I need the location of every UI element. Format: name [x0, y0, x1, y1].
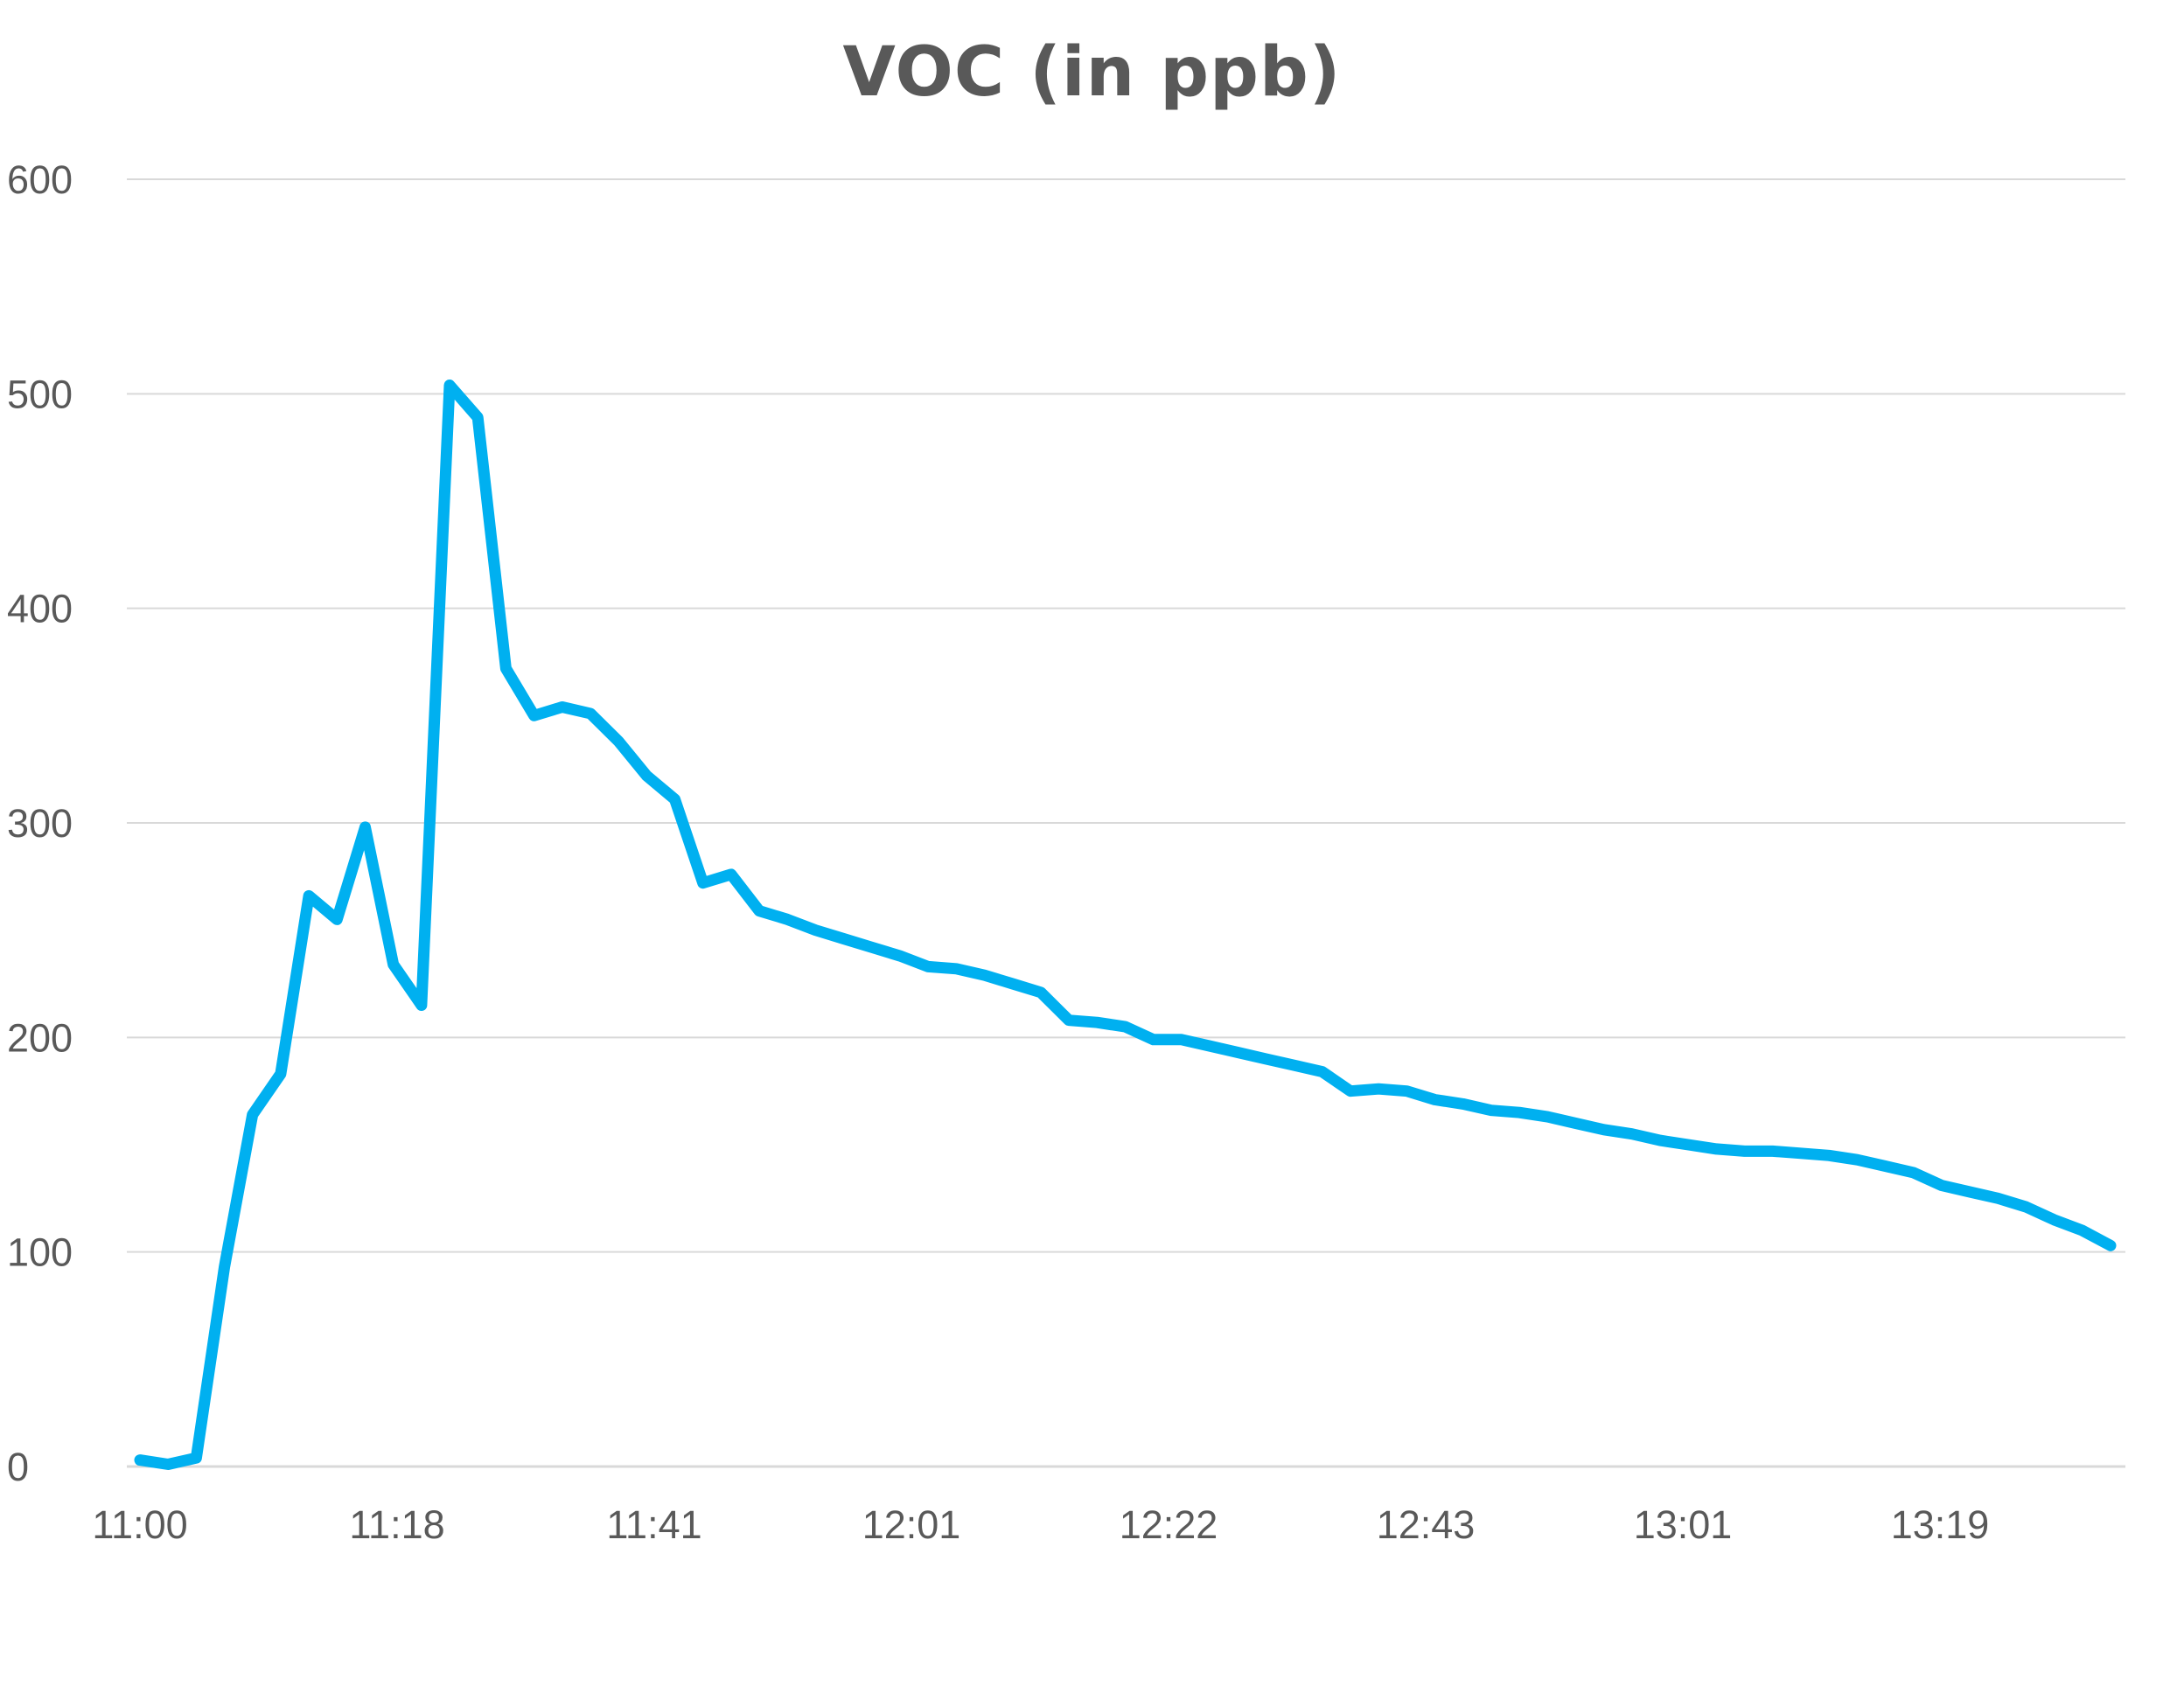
y-tick-label: 0 [7, 1445, 29, 1489]
data-point [2054, 1219, 2055, 1221]
x-tick-label: 12:43 [1377, 1502, 1476, 1547]
x-tick-label: 13:19 [1891, 1502, 1990, 1547]
data-point [618, 741, 619, 742]
data-point [2082, 1230, 2083, 1231]
data-point [758, 910, 760, 912]
series-layer [134, 380, 2117, 1470]
data-point [899, 955, 901, 957]
data-point [702, 882, 704, 884]
data-point [786, 918, 788, 920]
data-point [1772, 1150, 1774, 1152]
data-point [2025, 1206, 2027, 1208]
data-point [1209, 1045, 1211, 1047]
data-point [1125, 1026, 1126, 1028]
y-tick-label: 100 [7, 1230, 73, 1275]
x-tick-label: 12:01 [862, 1502, 961, 1547]
data-point [224, 1266, 226, 1268]
data-point [1913, 1172, 1915, 1174]
data-point [1153, 1039, 1155, 1041]
data-point [365, 826, 366, 828]
x-tick-label: 11:00 [92, 1502, 187, 1547]
data-point [252, 1114, 254, 1116]
data-point [336, 918, 338, 920]
data-point [308, 895, 310, 896]
data-point [674, 798, 675, 800]
y-tick-label: 500 [7, 372, 73, 416]
gridlines [127, 178, 2125, 1253]
data-point [1997, 1197, 1999, 1199]
data-point [1068, 1020, 1070, 1021]
data-point [645, 775, 647, 777]
data-point [1687, 1144, 1689, 1146]
data-point [1715, 1148, 1717, 1150]
y-tick-label: 600 [7, 157, 73, 202]
y-tick-label: 200 [7, 1015, 73, 1060]
data-point [1744, 1150, 1746, 1152]
x-tick-label: 11:41 [606, 1502, 701, 1547]
data-point [1350, 1090, 1351, 1092]
data-point [1434, 1099, 1435, 1100]
data-point [984, 974, 986, 976]
data-point [1575, 1123, 1576, 1124]
data-point [195, 1457, 197, 1459]
data-point [421, 1005, 422, 1006]
data-point [955, 968, 957, 970]
data-point [1518, 1111, 1520, 1113]
data-point [1490, 1110, 1492, 1111]
data-point [1828, 1154, 1830, 1156]
x-tick-label: 13:01 [1634, 1502, 1733, 1547]
data-point [871, 946, 873, 948]
data-point [1885, 1166, 1886, 1167]
data-point [1631, 1133, 1633, 1135]
data-point [280, 1073, 282, 1075]
data-point [393, 964, 394, 965]
data-point [1181, 1039, 1183, 1041]
data-point [1378, 1088, 1379, 1090]
data-point [590, 713, 591, 714]
data-point [1941, 1185, 1943, 1187]
x-axis-tick-labels: 11:00 11:18 11:41 12:01 12:22 12:43 13:01 13:19 [92, 1502, 1989, 1547]
data-point [1040, 992, 1042, 993]
data-point [167, 1464, 169, 1465]
data-point [1012, 983, 1014, 985]
data-point [1603, 1129, 1605, 1131]
series-line [134, 380, 2117, 1470]
data-point [1659, 1139, 1661, 1141]
data-point [1969, 1191, 1971, 1193]
data-point [1546, 1116, 1548, 1118]
y-axis-tick-labels: 0 100 200 300 400 500 600 [7, 157, 73, 1489]
x-tick-label: 12:22 [1120, 1502, 1218, 1547]
data-point [1237, 1052, 1239, 1053]
data-point [927, 965, 929, 967]
data-point [843, 938, 845, 939]
data-point [1406, 1090, 1407, 1092]
data-point [1096, 1021, 1098, 1023]
y-tick-label: 300 [7, 801, 73, 846]
x-tick-label: 11:18 [349, 1502, 444, 1547]
y-tick-label: 400 [7, 587, 73, 631]
chart-title: VOC (in ppb) [842, 33, 1342, 112]
